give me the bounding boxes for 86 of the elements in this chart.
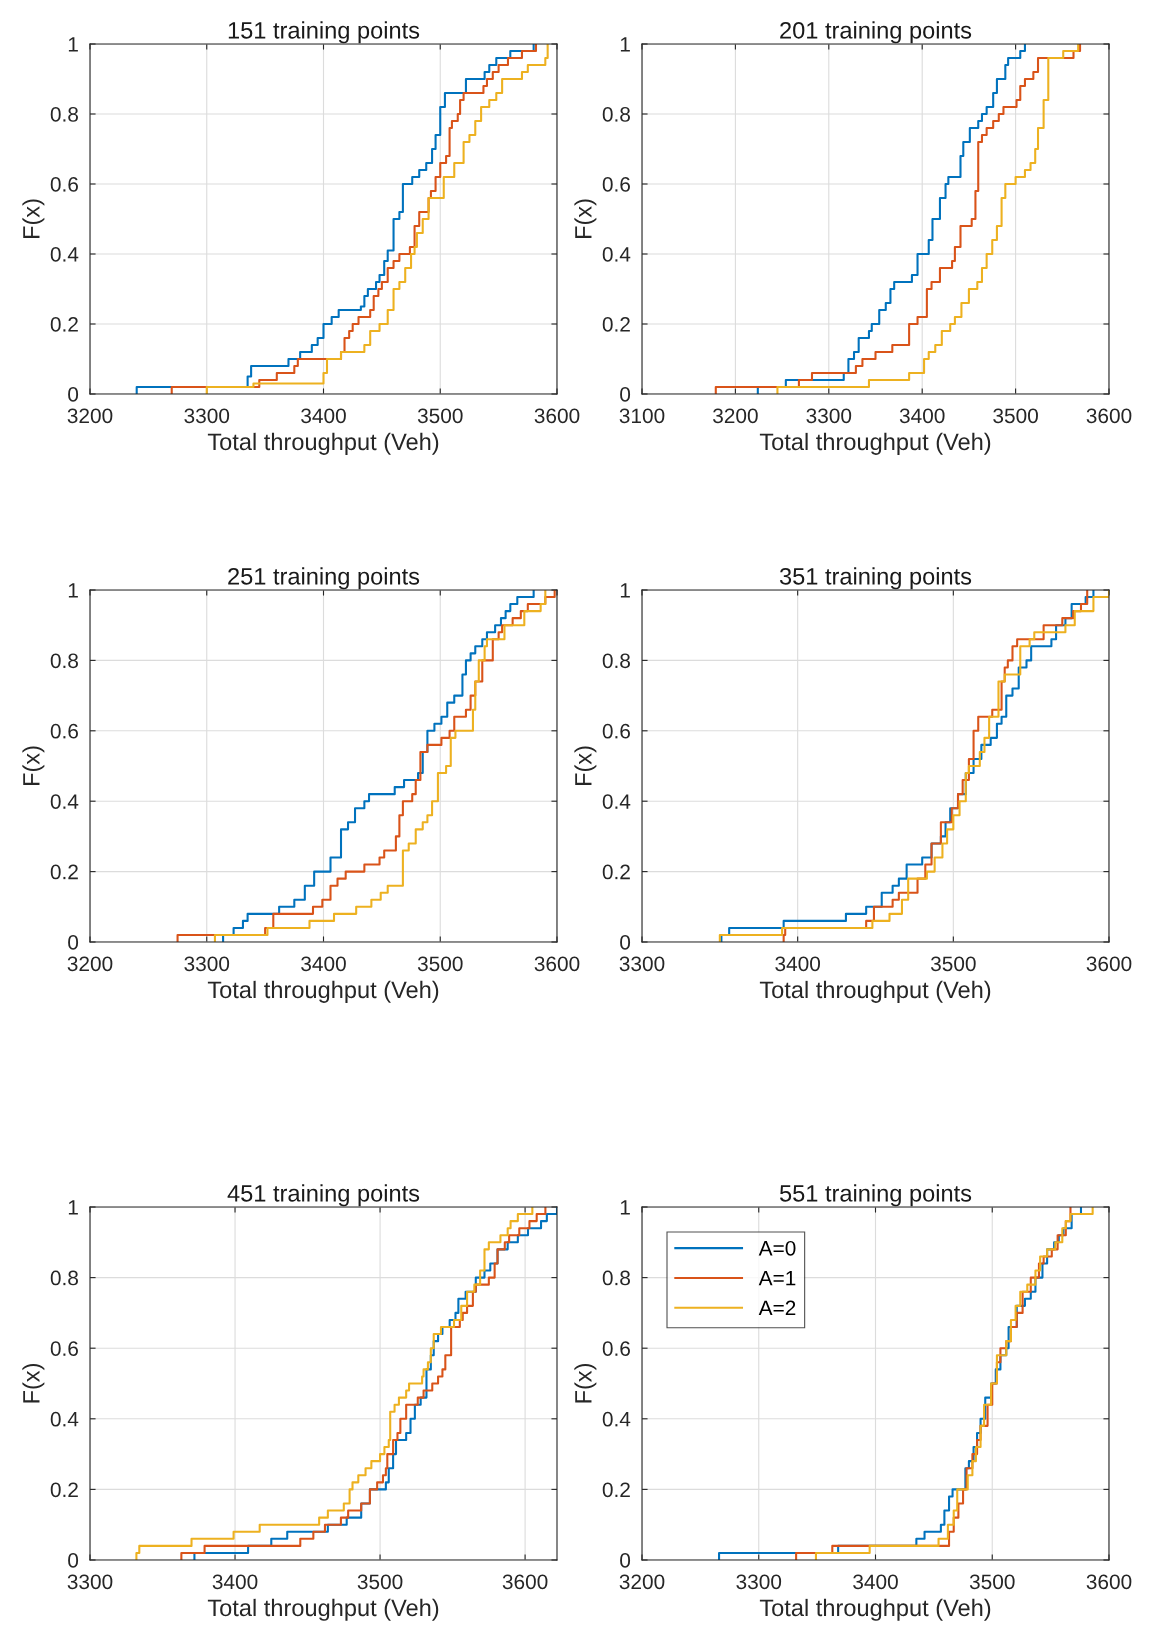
x-tick-label: 3500 (993, 408, 1038, 424)
y-axis-title: F(x) (574, 1363, 597, 1403)
x-axis-title: Total throughput (Veh) (759, 980, 991, 1003)
x-tick-label: 3300 (184, 408, 230, 424)
y-tick-label: 0.2 (50, 317, 78, 332)
x-tick-label: 3600 (534, 408, 580, 424)
x-tick-label: 3600 (534, 956, 580, 972)
y-tick-label: 0.8 (602, 1270, 630, 1286)
y-tick-label: 0 (68, 1553, 79, 1568)
x-tick-label: 3500 (417, 956, 463, 972)
x-tick-label: 3300 (67, 1574, 113, 1590)
y-tick-label: 0.4 (602, 794, 631, 809)
y-axis-title: F(x) (22, 746, 45, 786)
y-tick-label: 0.6 (50, 1341, 78, 1356)
y-tick-label: 0.8 (50, 107, 78, 122)
y-tick-label: 1 (620, 583, 630, 598)
x-tick-label: 3300 (736, 1574, 782, 1590)
x-tick-label: 3400 (301, 956, 346, 972)
y-tick-label: 0.4 (50, 247, 79, 262)
x-tick-label: 3500 (930, 956, 976, 972)
y-tick-label: 1 (68, 583, 78, 598)
chart-title: 201 training points (780, 21, 972, 44)
y-tick-label: 0 (620, 387, 631, 402)
x-tick-label: 3400 (775, 956, 821, 972)
x-axis-title: Total throughput (Veh) (759, 1598, 991, 1621)
y-tick-label: 1 (620, 1200, 630, 1215)
y-tick-label: 0.4 (50, 1411, 79, 1427)
y-tick-label: 1 (620, 37, 630, 52)
y-tick-label: 0.6 (602, 1341, 630, 1356)
chart-title: 151 training points (228, 21, 420, 44)
y-tick-label: 0.4 (50, 794, 79, 809)
y-tick-label: 0.8 (602, 653, 630, 669)
chart-title: 251 training points (228, 567, 420, 590)
y-tick-label: 0.4 (602, 1411, 631, 1427)
y-tick-label: 0.8 (50, 1270, 78, 1286)
legend-label: A=1 (758, 1270, 796, 1286)
y-tick-label: 0.6 (602, 723, 630, 739)
x-axis-title: Total throughput (Veh) (207, 1598, 439, 1621)
y-tick-label: 0.6 (602, 177, 630, 192)
y-tick-label: 0.2 (602, 317, 630, 332)
x-tick-label: 3500 (357, 1574, 403, 1590)
y-tick-label: 0 (68, 387, 79, 402)
x-tick-label: 3500 (969, 1574, 1015, 1590)
y-axis-title: F(x) (574, 199, 597, 239)
y-tick-label: 0.2 (50, 1482, 78, 1498)
x-tick-label: 3600 (502, 1574, 548, 1590)
chart-title: 351 training points (779, 567, 972, 590)
x-tick-label: 3300 (184, 956, 230, 972)
x-tick-label: 3200 (713, 408, 758, 424)
y-axis-title: F(x) (22, 1363, 45, 1403)
x-tick-label: 3600 (1086, 408, 1132, 424)
y-tick-label: 0 (620, 935, 631, 950)
y-axis-title: F(x) (22, 199, 45, 239)
legend-label: A=0 (758, 1240, 796, 1256)
x-tick-label: 3200 (619, 1574, 665, 1590)
x-tick-label: 3600 (1086, 956, 1132, 972)
y-tick-label: 1 (68, 37, 78, 52)
y-tick-label: 0.8 (602, 107, 630, 122)
y-tick-label: 0.4 (602, 247, 631, 262)
x-tick-label: 3300 (619, 956, 665, 972)
x-tick-label: 3100 (619, 408, 665, 424)
y-tick-label: 0.6 (50, 723, 78, 739)
x-axis-title: Total throughput (Veh) (759, 432, 991, 455)
x-tick-label: 3400 (301, 408, 346, 424)
x-tick-label: 3300 (806, 408, 852, 424)
y-tick-label: 0.6 (50, 177, 78, 192)
y-tick-label: 0.8 (50, 653, 78, 669)
y-tick-label: 0 (68, 935, 79, 950)
x-axis-title: Total throughput (Veh) (207, 980, 439, 1003)
y-tick-label: 0.2 (602, 864, 630, 880)
x-axis-title: Total throughput (Veh) (207, 432, 439, 455)
y-axis-title: F(x) (574, 746, 597, 786)
y-tick-label: 0.2 (602, 1482, 630, 1498)
x-tick-label: 3200 (67, 408, 113, 424)
x-tick-label: 3200 (67, 956, 113, 972)
y-tick-label: 0 (620, 1553, 631, 1568)
x-tick-label: 3400 (899, 408, 945, 424)
y-tick-label: 0.2 (50, 864, 78, 880)
x-tick-label: 3500 (417, 408, 463, 424)
x-tick-label: 3600 (1086, 1574, 1132, 1590)
x-tick-label: 3400 (212, 1574, 258, 1590)
legend-label: A=2 (758, 1300, 796, 1316)
chart-title: 551 training points (779, 1184, 972, 1207)
chart-title: 451 training points (227, 1184, 420, 1207)
y-tick-label: 1 (68, 1200, 78, 1215)
x-tick-label: 3400 (853, 1574, 898, 1590)
